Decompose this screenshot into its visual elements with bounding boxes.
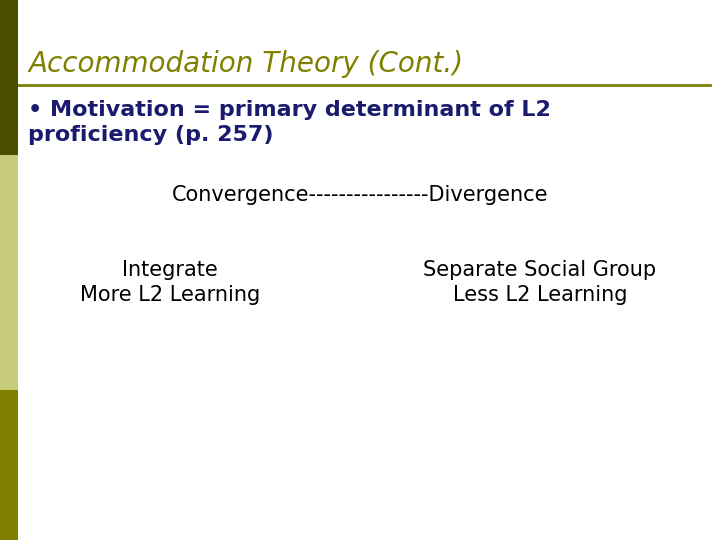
- Text: proficiency (p. 257): proficiency (p. 257): [28, 125, 274, 145]
- Text: • Motivation = primary determinant of L2: • Motivation = primary determinant of L2: [28, 100, 551, 120]
- Text: Convergence----------------Divergence: Convergence----------------Divergence: [172, 185, 548, 205]
- Text: Accommodation Theory (Cont.): Accommodation Theory (Cont.): [28, 50, 463, 78]
- Bar: [0, 0, 18, 155]
- Text: Integrate: Integrate: [122, 260, 218, 280]
- Text: Separate Social Group: Separate Social Group: [423, 260, 657, 280]
- Bar: [0, 390, 18, 540]
- Bar: [0, 155, 18, 390]
- Text: Less L2 Learning: Less L2 Learning: [453, 285, 627, 305]
- Text: More L2 Learning: More L2 Learning: [80, 285, 260, 305]
